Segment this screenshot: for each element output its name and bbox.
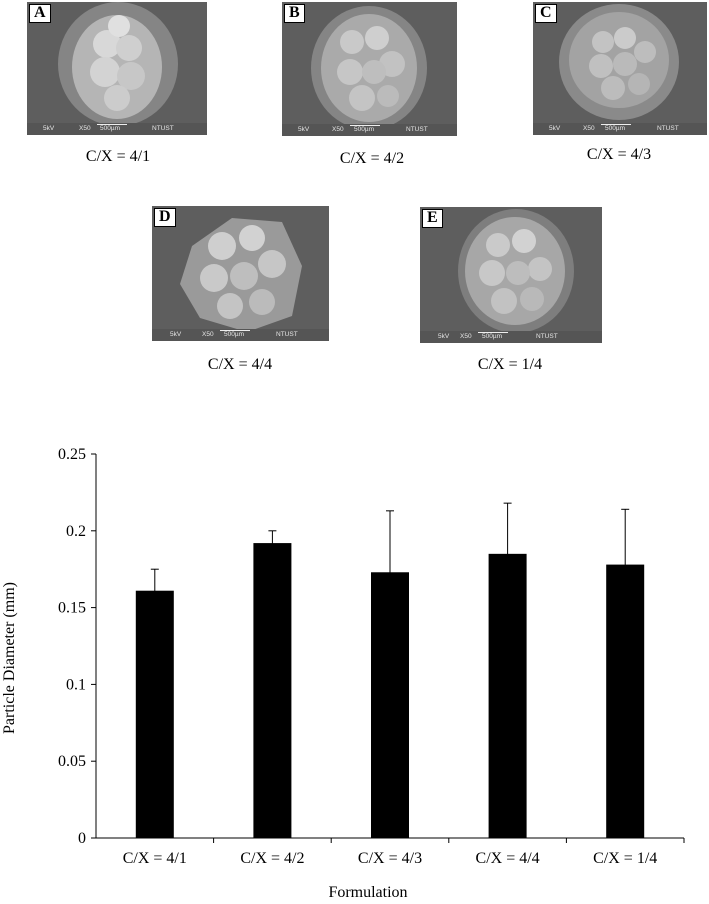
x-tick-label: C/X = 1/4 [593,850,657,867]
sem-panel-a: A 5kV X50 500µm NTUST [27,2,207,135]
sem-lab-label: NTUST [276,331,298,338]
sem-image [180,218,302,332]
sem-scale-bar [601,124,631,125]
sem-scale-label: 500µm [100,125,121,132]
sem-scale-bar [478,332,508,333]
particle-diameter-bar-chart: 0 0.05 0.1 0.15 0.2 0.25 C/X = 4/1 C/X = 4/2 C/X… [1,446,685,901]
y-tick-label: 0 [78,830,86,847]
x-tick-label: C/X = 4/1 [123,850,187,867]
sem-magnification: X50 [332,126,344,133]
panel-caption: C/X = 4/3 [586,146,652,163]
sem-image [311,6,427,130]
sem-info-bar: 5kV X50 500µm NTUST [533,123,707,135]
sem-scale-label: 500µm [354,126,375,133]
panel-caption: C/X = 1/4 [477,356,543,373]
sem-voltage: 5kV [43,125,55,132]
chart-ticks: 0 0.05 0.1 0.15 0.2 0.25 C/X = 4/1 C/X = 4/2 C/X… [58,446,685,867]
sem-panel-e: E 5kV X50 500µm NTUST [420,207,602,343]
sem-info-bar: 5kV X50 500µm NTUST [420,331,602,343]
panel-caption: C/X = 4/4 [207,356,273,373]
sem-voltage: 5kV [298,126,310,133]
y-tick-label: 0.25 [58,446,86,463]
sem-lab-label: NTUST [406,126,428,133]
x-axis-label: Formulation [328,884,407,901]
sem-panel-b: B 5kV X50 500µm NTUST [282,2,457,136]
chart-bars [135,502,645,838]
sem-info-bar: 5kV X50 500µm NTUST [282,124,457,136]
y-tick-label: 0.05 [58,753,86,770]
sem-lab-label: NTUST [536,333,558,340]
x-tick-label: C/X = 4/3 [358,850,422,867]
x-tick-label: C/X = 4/2 [240,850,304,867]
panel-letter: C [535,4,557,23]
sem-lab-label: NTUST [152,125,174,132]
sem-scale-bar [350,125,380,126]
sem-panel-c: C 5kV X50 500µm NTUST [533,2,707,135]
sem-image [58,2,178,126]
bar [135,590,174,838]
sem-scale-bar [220,330,250,331]
y-tick-label: 0.15 [58,600,86,617]
panel-caption: C/X = 4/1 [85,148,151,165]
sem-magnification: X50 [583,125,595,132]
panel-letter: E [422,209,443,228]
y-tick-label: 0.1 [66,676,86,693]
sem-info-bar: 5kV X50 500µm NTUST [152,329,329,341]
sem-image [559,4,679,120]
sem-panel-d: D 5kV X50 500µm NTUST [152,206,329,341]
sem-scale-label: 500µm [482,333,503,340]
sem-image [458,209,574,333]
sem-voltage: 5kV [170,331,182,338]
sem-magnification: X50 [460,333,472,340]
sem-lab-label: NTUST [657,125,679,132]
y-axis-label: Particle Diameter (mm) [1,582,18,734]
sem-magnification: X50 [79,125,91,132]
y-tick-label: 0.2 [66,523,86,540]
sem-voltage: 5kV [549,125,561,132]
sem-scale-label: 500µm [224,331,245,338]
panel-letter: B [284,4,305,23]
sem-scale-bar [97,124,127,125]
sem-voltage: 5kV [438,333,450,340]
bar [253,543,292,838]
panel-letter: D [154,208,176,227]
panel-letter: A [29,4,51,23]
panel-caption: C/X = 4/2 [339,150,405,167]
sem-scale-label: 500µm [605,125,626,132]
x-tick-label: C/X = 4/4 [476,850,540,867]
sem-info-bar: 5kV X50 500µm NTUST [27,123,207,135]
sem-magnification: X50 [202,331,214,338]
